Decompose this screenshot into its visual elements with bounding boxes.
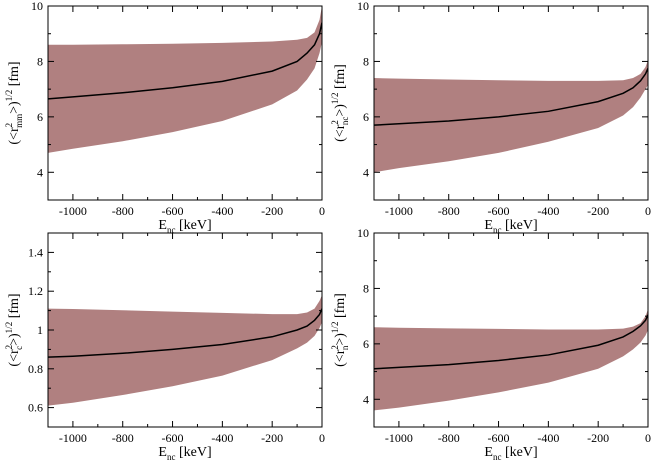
central-curve (374, 314, 648, 370)
x-tick-label: 0 (645, 431, 651, 445)
x-tick-label: -800 (438, 431, 460, 445)
x-tick-label: -1000 (59, 431, 87, 445)
x-tick-label: -600 (162, 431, 184, 445)
x-tick-label: -400 (211, 204, 233, 218)
plot-area (48, 6, 322, 153)
plot-frame (373, 5, 649, 201)
plot-frame (47, 5, 323, 201)
x-axis-label: Enc [keV] (158, 445, 211, 462)
y-tick-label: 0.8 (28, 362, 43, 376)
y-tick-label: 4 (363, 165, 369, 179)
panel-rmm: -1000 -800 -600 -400 -200 0 4 6 8 10 Enc [keV] (<r2… (4, 0, 325, 235)
y-axis-label: (<r2nc>)1/2 [fm] (330, 64, 350, 142)
y-tick-label: 8 (37, 54, 43, 68)
y-tick-label: 6 (363, 337, 369, 351)
x-tick-label: -400 (537, 431, 559, 445)
x-tick-label: -1000 (385, 431, 413, 445)
uncertainty-band (48, 295, 322, 406)
plot-area (374, 60, 648, 173)
x-tick-label: -200 (261, 431, 283, 445)
x-tick-label: -200 (587, 204, 609, 218)
x-tick-label: -1000 (59, 204, 87, 218)
y-axis-label: (<r2mm>)1/2 [fm] (4, 61, 24, 144)
x-tick-label: -200 (261, 204, 283, 218)
y-tick-label: 1 (37, 323, 43, 337)
y-tick-label: 1.2 (28, 284, 43, 298)
y-tick-label: 10 (31, 0, 43, 13)
x-tick-label: -200 (587, 431, 609, 445)
central-curve (48, 308, 322, 358)
plot-area (48, 295, 322, 406)
y-tick-label: 6 (37, 110, 43, 124)
y-tick-label: 6 (363, 110, 369, 124)
x-axis-label: Enc [keV] (484, 218, 537, 235)
x-tick-label: -400 (537, 204, 559, 218)
uncertainty-band (48, 6, 322, 153)
y-axis-label: (<r2n>)1/2 [fm] (330, 293, 350, 367)
y-tick-label: 10 (357, 226, 369, 240)
x-tick-label: 0 (319, 204, 325, 218)
panel-rn: -1000 -800 -600 -400 -200 0 4 6 8 10 Enc [keV] (<r2… (330, 226, 651, 462)
panel-rc: -1000 -800 -600 -400 -200 0 0.6 0.8 1 1.2 1.4 Enc [… (4, 232, 325, 462)
x-tick-label: -600 (488, 204, 510, 218)
x-axis-label: Enc [keV] (484, 445, 537, 462)
x-tick-label: -400 (211, 431, 233, 445)
y-tick-label: 10 (357, 0, 369, 13)
plot-area (374, 309, 648, 411)
x-tick-label: -1000 (385, 204, 413, 218)
y-tick-label: 1.4 (28, 245, 43, 259)
x-tick-label: 0 (645, 204, 651, 218)
y-tick-label: 8 (363, 281, 369, 295)
x-axis-label: Enc [keV] (158, 218, 211, 235)
x-tick-label: -600 (488, 431, 510, 445)
y-tick-label: 8 (363, 54, 369, 68)
x-tick-label: -800 (112, 431, 134, 445)
x-tick-label: -800 (112, 204, 134, 218)
central-curve (374, 68, 648, 126)
y-axis-label: (<r2c>)1/2 [fm] (4, 293, 24, 366)
x-tick-label: 0 (319, 431, 325, 445)
x-tick-label: -600 (162, 204, 184, 218)
x-tick-label: -800 (438, 204, 460, 218)
central-curve (48, 22, 322, 100)
plot-frame (373, 232, 649, 428)
y-tick-label: 0.6 (28, 401, 43, 415)
panel-rnc: -1000 -800 -600 -400 -200 0 4 6 8 10 Enc [keV] (<r2… (330, 0, 651, 235)
y-tick-label: 4 (37, 165, 43, 179)
y-tick-label: 4 (363, 392, 369, 406)
